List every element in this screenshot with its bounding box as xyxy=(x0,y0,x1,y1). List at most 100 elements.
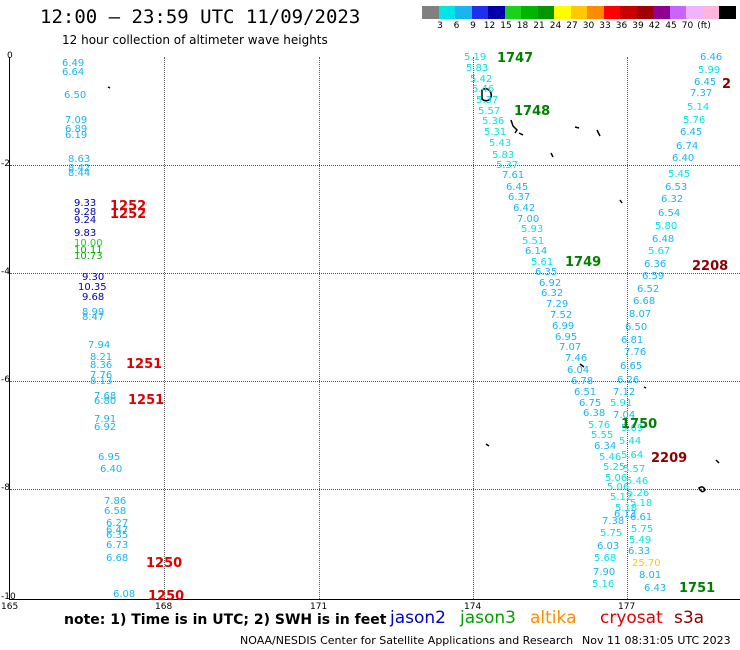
wave-height-value: 6.47 xyxy=(106,525,129,536)
wave-height-value: 6.95 xyxy=(98,452,121,463)
wave-height-value: 6.03 xyxy=(597,541,620,552)
wave-height-value: 5.99 xyxy=(698,65,721,76)
ytick-m4: -4 xyxy=(1,267,10,277)
xtick-165: 165 xyxy=(1,602,19,612)
wave-height-value: 6.53 xyxy=(665,182,688,193)
legend-label: 36 xyxy=(615,21,628,31)
wave-height-value: 6.48 xyxy=(652,234,675,245)
legend-label: 27 xyxy=(566,21,578,31)
legend-swatch xyxy=(669,6,687,19)
wave-height-value: 7.68 xyxy=(94,391,117,402)
pass-number-label: 2208 xyxy=(692,259,729,274)
wave-height-value: 7.76 xyxy=(624,347,647,358)
wave-height-value: 9.24 xyxy=(74,215,97,226)
wave-height-value: 6.26 xyxy=(617,375,640,386)
wave-height-value: 5.06 xyxy=(607,482,630,493)
wave-height-value: 5.93 xyxy=(521,224,544,235)
wave-height-value: 5.69 xyxy=(621,423,644,434)
wave-height-value: 7.37 xyxy=(690,88,713,99)
wave-height-value: 6.64 xyxy=(62,67,85,78)
sat-jason3: jason3 xyxy=(460,608,516,628)
legend-label: 33 xyxy=(599,21,611,31)
wave-height-value: 8.44 xyxy=(68,168,91,179)
sat-altika: altika xyxy=(530,608,577,628)
ytick-m10: -10 xyxy=(1,592,16,602)
legend-label: 9 xyxy=(470,21,476,31)
pass-number-label: 1749 xyxy=(565,255,602,270)
wave-height-value: 5.44 xyxy=(619,436,642,447)
wave-height-value: 6.81 xyxy=(621,335,644,346)
pass-number-label: 1250 xyxy=(148,589,185,604)
legend-swatch xyxy=(570,6,588,19)
wave-height-value: 6.35 xyxy=(535,267,558,278)
island-shape xyxy=(574,126,580,129)
wave-height-value: 7.76 xyxy=(90,370,113,381)
wave-height-value: 8.13 xyxy=(90,376,113,387)
wave-height-value: 5.55 xyxy=(591,430,614,441)
wave-height-value: 6.80 xyxy=(94,396,117,407)
wave-height-value: 6.92 xyxy=(539,278,562,289)
legend-swatch xyxy=(653,6,670,19)
legend-label: 6 xyxy=(453,21,460,31)
legend-swatch xyxy=(587,6,604,19)
ytick-m2: -2 xyxy=(1,159,10,169)
wave-height-value: 6.36 xyxy=(644,259,667,270)
wave-height-value: 6.40 xyxy=(100,464,123,475)
legend-label: 70 xyxy=(681,21,694,31)
island-shape xyxy=(107,86,111,89)
wave-height-value: 6.40 xyxy=(672,153,695,164)
wave-height-value: 7.09 xyxy=(65,115,88,126)
wave-height-value: 5.37 xyxy=(476,95,499,106)
wave-height-value: 5.16 xyxy=(592,579,615,590)
wave-height-value: 5.06 xyxy=(605,473,628,484)
wave-height-value: 6.13 xyxy=(614,509,637,520)
sat-cryosat: cryosat xyxy=(600,608,663,628)
wave-height-value: 5.18 xyxy=(630,498,653,509)
wave-height-value: 5.26 xyxy=(627,488,650,499)
wave-height-value: 5.46 xyxy=(626,476,649,487)
wave-height-value: 6.75 xyxy=(579,398,602,409)
legend-swatch xyxy=(636,6,654,19)
wave-height-value: 7.52 xyxy=(550,310,573,321)
map-area: 0 -2 -4 -6 -8 -10 165 168 171 174 177 6.… xyxy=(1,51,740,612)
wave-height-value: 5.46 xyxy=(472,84,495,95)
gridline-168 xyxy=(164,57,165,599)
sat-s3a: s3a xyxy=(674,608,705,628)
wave-height-value: 6.99 xyxy=(552,321,575,332)
pass-number-label: 1250 xyxy=(146,556,183,571)
pass-number-label: 1751 xyxy=(679,581,716,596)
ytick-0: 0 xyxy=(7,51,13,61)
gridline-m8 xyxy=(10,489,740,490)
wave-height-value: 5.36 xyxy=(482,116,505,127)
legend-label: (ft) xyxy=(697,21,711,31)
wave-height-value: 9.28 xyxy=(74,207,97,218)
legend-swatch xyxy=(471,6,489,19)
wave-height-value: 6.58 xyxy=(104,506,127,517)
wave-height-value: 9.30 xyxy=(82,272,105,283)
wave-height-value: 5.75 xyxy=(631,524,654,535)
footer-credit: NOAA/NESDIS Center for Satellite Applica… xyxy=(240,634,574,647)
wave-height-value: 8.07 xyxy=(629,309,652,320)
wave-height-value: 6.27 xyxy=(106,518,129,529)
wave-height-value: 5.46 xyxy=(599,452,622,463)
wave-height-value: 9.68 xyxy=(82,292,105,303)
wave-height-value: 8.21 xyxy=(90,352,113,363)
wave-height-value: 5.68 xyxy=(594,553,617,564)
legend-label: 15 xyxy=(500,21,512,31)
wave-height-value: 6.65 xyxy=(620,361,643,372)
island-shape xyxy=(510,119,518,134)
legend-label: 42 xyxy=(648,21,661,31)
wave-height-value: 5.57 xyxy=(623,464,646,475)
legend-swatch xyxy=(504,6,522,19)
wave-height-value: 6.68 xyxy=(633,296,656,307)
wave-height-value: 5.37 xyxy=(496,160,519,171)
wave-height-value: 6.46 xyxy=(700,52,723,63)
wave-height-value: 8.01 xyxy=(639,570,662,581)
legend-swatch xyxy=(620,6,637,19)
wave-height-value: 5.76 xyxy=(683,115,706,126)
island-outlines xyxy=(107,86,720,493)
gridline-174 xyxy=(473,57,474,599)
wave-height-value: 7.94 xyxy=(88,340,111,351)
wave-height-value: 6.95 xyxy=(555,332,578,343)
wave-height-value: 6.04 xyxy=(567,365,590,376)
